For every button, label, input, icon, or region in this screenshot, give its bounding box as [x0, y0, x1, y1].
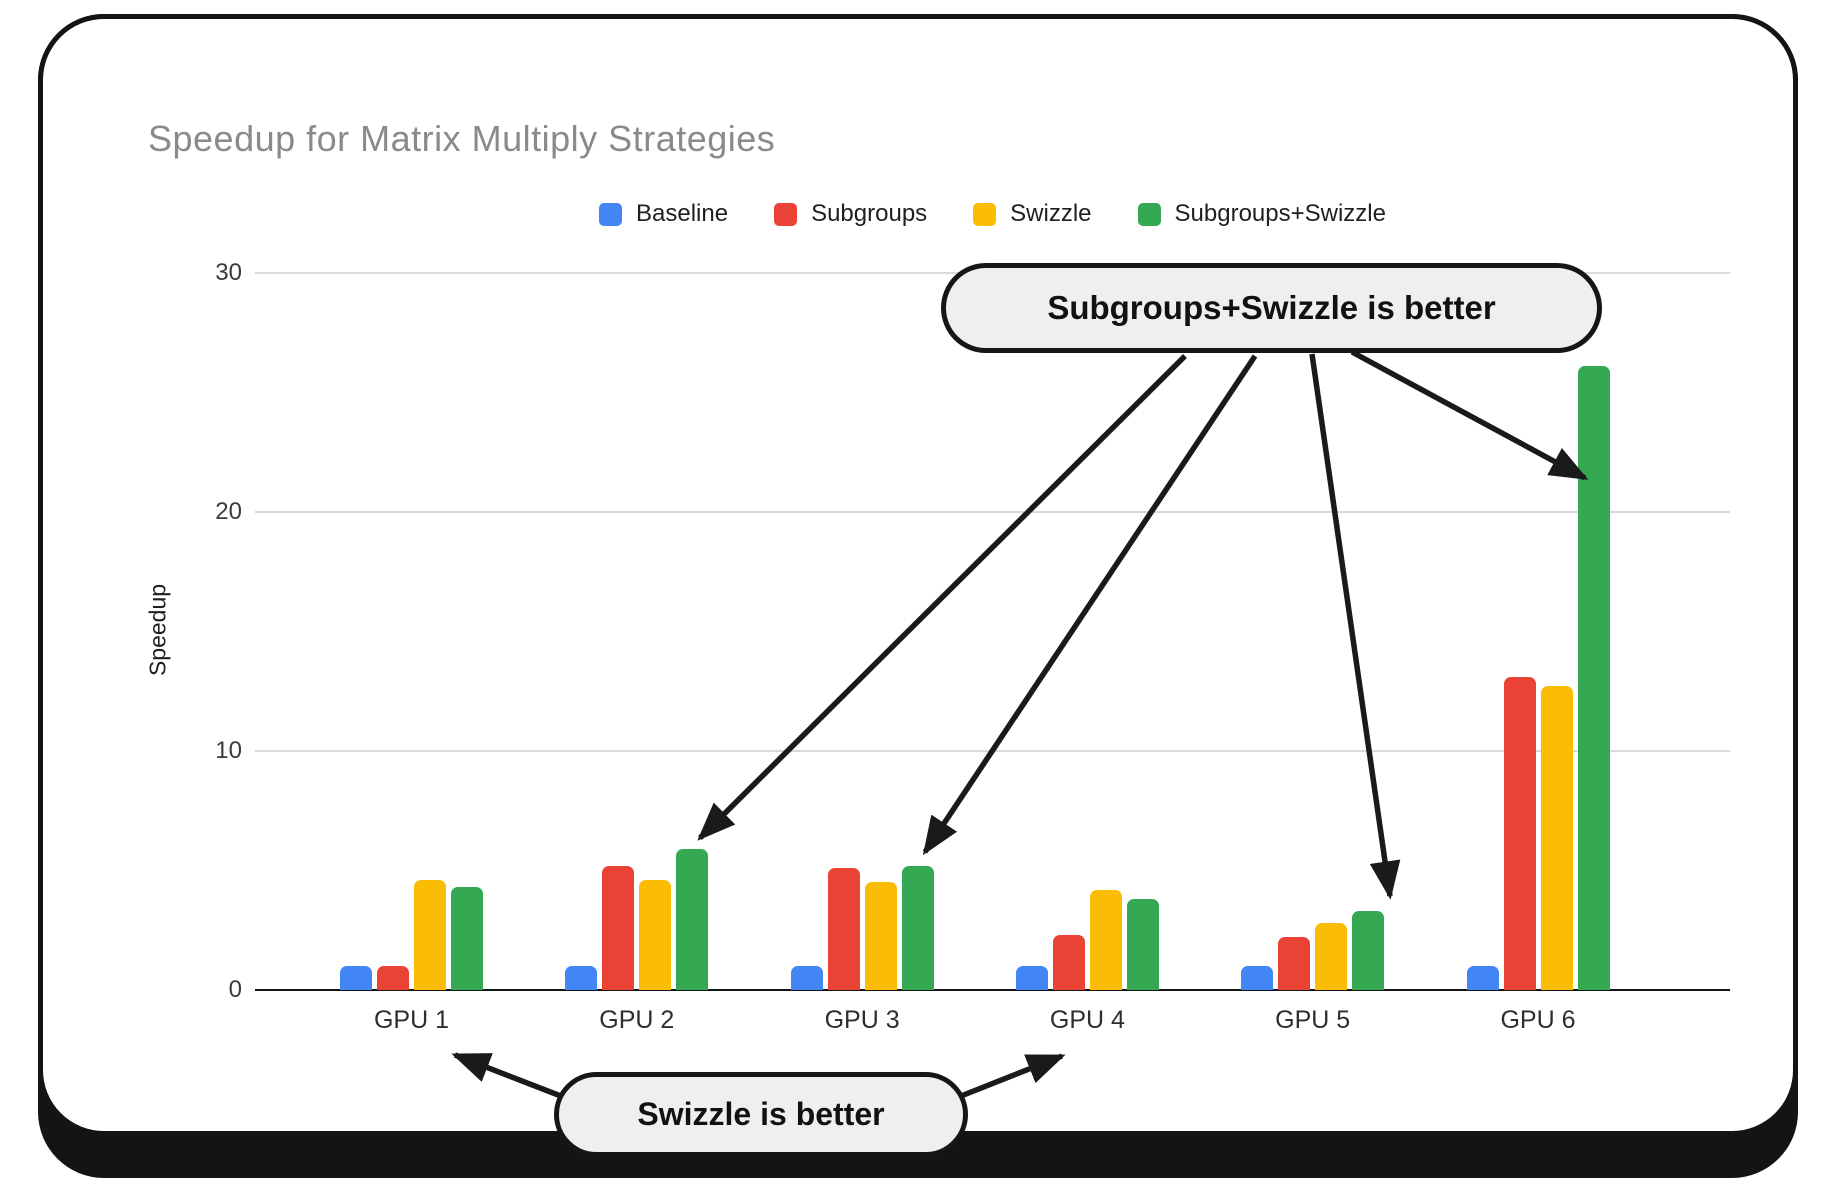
- legend-label: Baseline: [636, 200, 729, 227]
- legend-label: Subgroups+Swizzle: [1174, 200, 1386, 227]
- x-axis-label-5: GPU 5: [1275, 1006, 1351, 1034]
- bar-subgroups-5: [1278, 937, 1311, 990]
- legend-swatch-icon: [1137, 202, 1161, 226]
- bar-baseline-4: [1015, 966, 1048, 990]
- legend-swatch-icon: [973, 202, 997, 226]
- callout-subgroups-swizzle: Subgroups+Swizzle is better: [941, 263, 1602, 353]
- x-axis-label-1: GPU 1: [373, 1006, 450, 1034]
- bar-swizzle-3: [864, 882, 897, 990]
- legend-swatch-icon: [599, 202, 623, 226]
- x-axis-label-3: GPU 3: [824, 1006, 900, 1034]
- callout-swizzle: Swizzle is better: [554, 1072, 968, 1157]
- chart-title: Speedup for Matrix Multiply Strategies: [148, 118, 776, 159]
- bar-baseline-3: [790, 966, 823, 990]
- bar-subgroups-swizzle-2: [676, 848, 709, 990]
- bar-subgroups-swizzle-5: [1352, 911, 1385, 990]
- y-tick-label-30: 30: [215, 259, 242, 286]
- bar-subgroups-swizzle-1: [451, 887, 483, 990]
- legend-label: Swizzle: [1010, 200, 1092, 227]
- legend-item-subgroups: Subgroups: [774, 200, 927, 228]
- y-axis-title: Speedup: [144, 583, 171, 677]
- bar-subgroups-6: [1503, 676, 1536, 990]
- x-axis-line: [255, 989, 1730, 991]
- legend-swatch-icon: [774, 202, 798, 226]
- bar-subgroups-swizzle-4: [1126, 899, 1159, 990]
- gridline-20: [255, 511, 1730, 513]
- x-axis-label-2: GPU 2: [599, 1006, 675, 1034]
- bar-baseline-1: [340, 966, 372, 990]
- legend-item-baseline: Baseline: [599, 200, 728, 228]
- bar-baseline-2: [565, 966, 598, 990]
- y-tick-label-10: 10: [215, 737, 242, 764]
- bar-swizzle-2: [639, 880, 672, 990]
- bar-swizzle-5: [1315, 923, 1348, 990]
- bar-subgroups-1: [377, 966, 409, 990]
- bar-swizzle-1: [414, 880, 446, 990]
- y-tick-label-0: 0: [228, 976, 242, 1003]
- bar-baseline-5: [1241, 966, 1274, 990]
- legend-item-subgroups-swizzle: Subgroups+Swizzle: [1137, 200, 1386, 228]
- callout-subgroups-swizzle-text: Subgroups+Swizzle is better: [1047, 289, 1496, 326]
- bar-swizzle-4: [1089, 889, 1122, 990]
- x-axis-label-4: GPU 4: [1049, 1006, 1125, 1034]
- bar-baseline-6: [1466, 966, 1499, 990]
- bar-subgroups-swizzle-6: [1577, 366, 1610, 990]
- bar-subgroups-3: [827, 868, 860, 990]
- x-axis-label-6: GPU 6: [1500, 1006, 1576, 1034]
- legend-item-swizzle: Swizzle: [973, 200, 1092, 228]
- bar-subgroups-swizzle-3: [901, 865, 934, 990]
- legend: Baseline Subgroups Swizzle Subgroups+Swizzl…: [255, 200, 1730, 228]
- bar-subgroups-2: [602, 865, 635, 990]
- y-tick-label-20: 20: [215, 498, 242, 525]
- callout-swizzle-text: Swizzle is better: [637, 1096, 885, 1132]
- bar-subgroups-4: [1052, 935, 1085, 990]
- legend-label: Subgroups: [811, 200, 928, 227]
- bar-swizzle-6: [1540, 686, 1573, 990]
